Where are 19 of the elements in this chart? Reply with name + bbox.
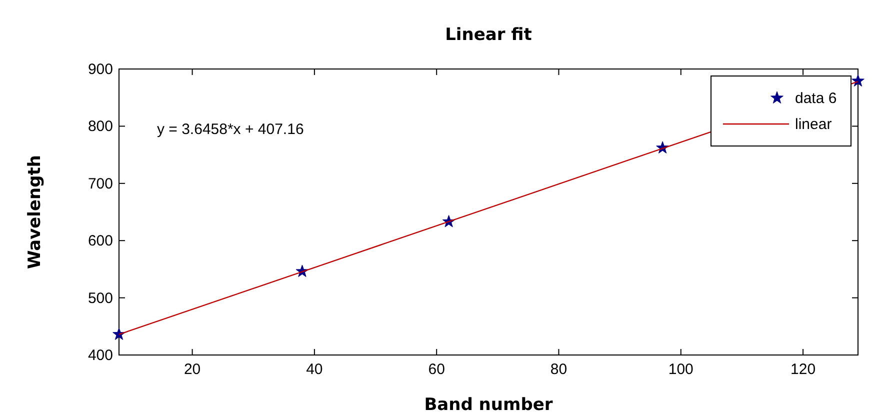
y-tick-label: 500 (88, 290, 113, 307)
y-tick-label: 700 (88, 175, 113, 192)
point (852, 74, 864, 87)
x-tick-label: 120 (790, 361, 816, 378)
y-tick-label: 400 (88, 347, 113, 364)
y-tick-label: 900 (88, 61, 113, 78)
x-tick-label: 100 (668, 361, 694, 378)
x-tick-label: 40 (306, 361, 323, 378)
y-tick-label: 800 (88, 118, 113, 136)
x-axis-title: Band number (424, 395, 554, 415)
x-tick-label: 80 (550, 361, 568, 378)
x-tick-label: 20 (184, 361, 201, 378)
y-tick-label: 600 (88, 232, 113, 250)
legend-label: linear (795, 116, 832, 133)
legend-label: data 6 (795, 90, 837, 107)
x-tick-label: 60 (428, 361, 445, 378)
chart-title: Linear fit (445, 25, 532, 45)
annotation: y = 3.6458*x + 407.16 (157, 121, 304, 138)
y-axis-title: Wavelength (25, 154, 45, 270)
